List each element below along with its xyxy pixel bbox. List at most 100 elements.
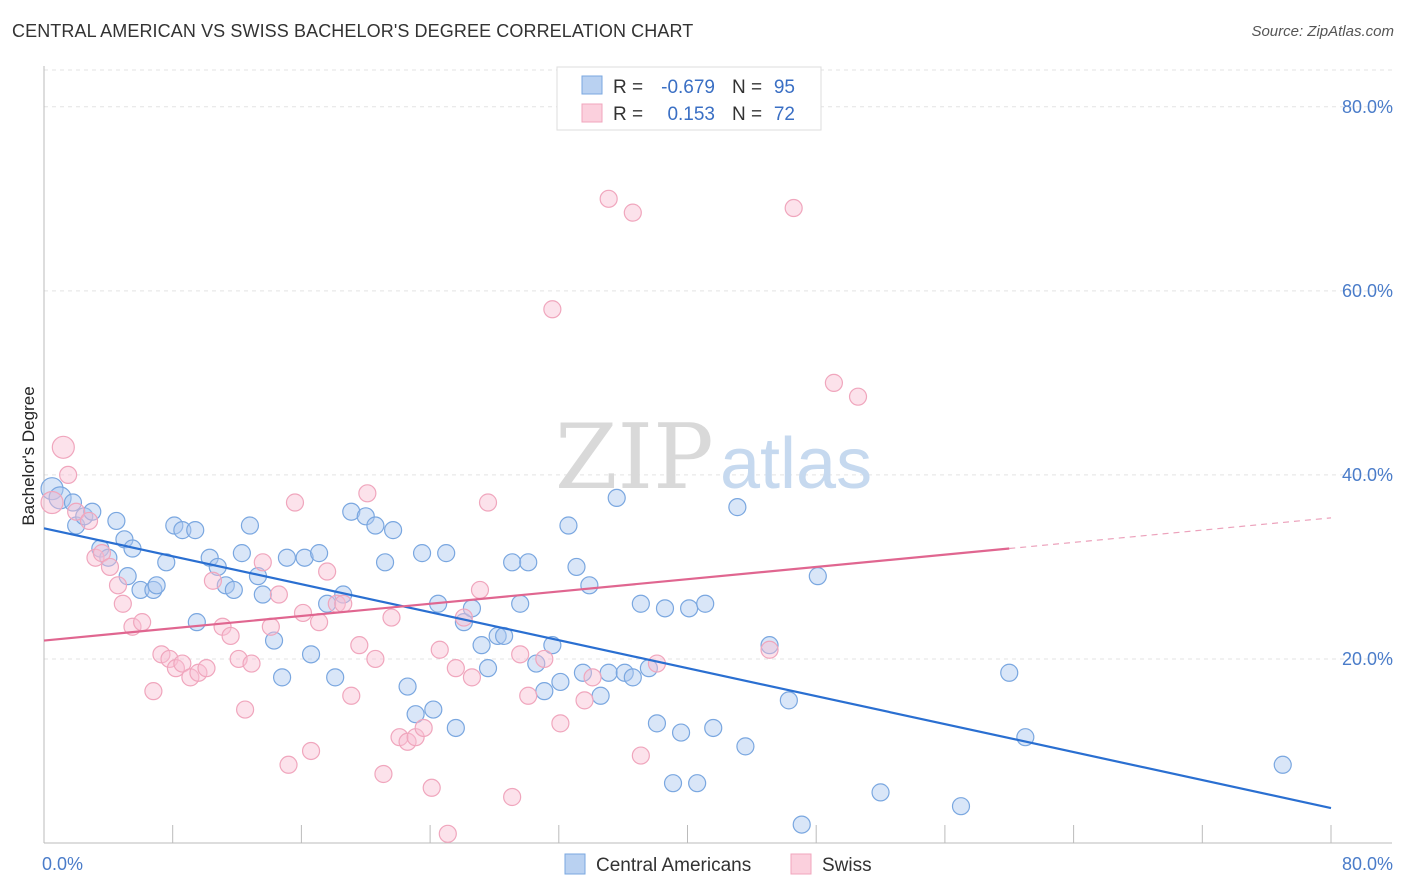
point-swiss-61 bbox=[575, 691, 594, 710]
point-central-americans-14 bbox=[147, 576, 166, 595]
point-swiss-0 bbox=[40, 490, 64, 515]
point-central-americans-62 bbox=[559, 516, 578, 535]
chart-source: Source: ZipAtlas.com bbox=[1251, 23, 1394, 40]
point-swiss-33 bbox=[309, 613, 329, 632]
point-central-americans-86 bbox=[808, 567, 827, 586]
point-central-americans-84 bbox=[779, 691, 798, 710]
point-central-americans-83 bbox=[760, 636, 779, 655]
point-swiss-36 bbox=[334, 594, 353, 613]
watermark-atlas: atlas bbox=[720, 424, 872, 504]
point-central-americans-88 bbox=[951, 797, 971, 816]
point-central-americans-73 bbox=[647, 714, 667, 733]
point-central-americans-77 bbox=[680, 599, 699, 618]
legend-n-label-2: N = bbox=[732, 104, 762, 125]
point-swiss-31 bbox=[293, 603, 313, 623]
point-central-americans-79 bbox=[696, 594, 715, 613]
point-central-americans-89 bbox=[1000, 663, 1019, 682]
point-swiss-37 bbox=[342, 686, 361, 705]
point-central-americans-17 bbox=[173, 521, 192, 540]
point-central-americans-30 bbox=[277, 548, 297, 567]
point-swiss-22 bbox=[221, 626, 240, 646]
point-central-americans-74 bbox=[655, 599, 675, 618]
point-central-americans-42 bbox=[398, 677, 417, 696]
point-central-americans-56 bbox=[511, 594, 530, 613]
trend-lines bbox=[43, 517, 1332, 810]
point-swiss-67 bbox=[760, 640, 779, 659]
point-swiss-1 bbox=[51, 435, 75, 459]
point-central-americans-29 bbox=[272, 668, 292, 687]
point-central-americans-25 bbox=[240, 516, 260, 535]
point-swiss-27 bbox=[261, 617, 280, 636]
watermark: ZIP atlas bbox=[555, 405, 872, 510]
point-central-americans-39 bbox=[366, 516, 385, 535]
point-central-americans-64 bbox=[573, 663, 593, 682]
point-central-americans-85 bbox=[792, 815, 811, 834]
legend-r-label-1: R = bbox=[613, 77, 643, 98]
legend-swatch-central-americans bbox=[581, 75, 603, 95]
point-swiss-24 bbox=[235, 700, 255, 719]
point-swiss-40 bbox=[366, 649, 385, 669]
point-swiss-58 bbox=[535, 649, 554, 669]
point-central-americans-61 bbox=[551, 672, 570, 692]
point-swiss-47 bbox=[422, 778, 441, 797]
legend-n-label-1: N = bbox=[732, 77, 762, 98]
y-tick-label-0: 20.0% bbox=[1342, 649, 1393, 669]
point-swiss-46 bbox=[414, 718, 433, 738]
y-tick-label-1: 40.0% bbox=[1342, 465, 1393, 485]
point-swiss-57 bbox=[519, 686, 538, 705]
point-central-americans-41 bbox=[383, 521, 403, 540]
legend-n-value-1: 95 bbox=[774, 77, 795, 98]
scatter-points bbox=[40, 189, 1292, 843]
point-central-americans-67 bbox=[599, 663, 618, 682]
point-swiss-48 bbox=[430, 640, 449, 659]
series-legend-swatch-swiss bbox=[790, 853, 812, 875]
point-swiss-32 bbox=[301, 741, 321, 761]
point-swiss-52 bbox=[462, 668, 482, 687]
point-swiss-3 bbox=[67, 502, 86, 521]
point-central-americans-27 bbox=[253, 585, 272, 604]
point-central-americans-57 bbox=[519, 553, 538, 572]
point-central-americans-80 bbox=[704, 718, 723, 738]
point-central-americans-1 bbox=[48, 486, 72, 510]
point-swiss-16 bbox=[173, 654, 192, 673]
point-central-americans-8 bbox=[107, 511, 126, 531]
point-central-americans-48 bbox=[446, 718, 465, 738]
point-central-americans-59 bbox=[535, 682, 554, 701]
point-swiss-41 bbox=[374, 764, 393, 784]
point-swiss-4 bbox=[79, 511, 99, 531]
x-tick-label-1: 80.0% bbox=[1342, 854, 1393, 874]
chart-title: CENTRAL AMERICAN VS SWISS BACHELOR'S DEG… bbox=[12, 21, 694, 41]
point-central-americans-71 bbox=[631, 594, 650, 613]
legend-r-value-2: 0.153 bbox=[667, 104, 715, 125]
point-central-americans-87 bbox=[871, 783, 890, 802]
point-central-americans-55 bbox=[503, 553, 522, 572]
point-central-americans-47 bbox=[437, 544, 456, 563]
point-swiss-7 bbox=[100, 557, 120, 577]
point-swiss-12 bbox=[144, 682, 163, 701]
point-central-americans-52 bbox=[478, 659, 498, 678]
trend-line-swiss bbox=[43, 547, 1010, 642]
point-swiss-29 bbox=[279, 755, 298, 774]
point-central-americans-24 bbox=[232, 544, 251, 563]
point-central-americans-82 bbox=[736, 737, 755, 756]
legend-swatch-swiss bbox=[581, 103, 603, 123]
point-central-americans-33 bbox=[301, 645, 321, 664]
series-legend-label-swiss: Swiss bbox=[822, 855, 872, 876]
point-central-americans-75 bbox=[663, 774, 683, 793]
point-swiss-20 bbox=[203, 571, 223, 590]
series-legend: Central Americans Swiss bbox=[564, 853, 872, 876]
point-swiss-68 bbox=[784, 198, 803, 218]
point-central-americans-11 bbox=[118, 567, 137, 586]
trend-line-extension-swiss bbox=[1009, 517, 1332, 550]
point-swiss-39 bbox=[358, 484, 377, 503]
point-swiss-56 bbox=[511, 645, 530, 664]
series-legend-swatch-central-americans bbox=[564, 853, 586, 875]
point-swiss-30 bbox=[285, 493, 305, 512]
legend-r-value-1: -0.679 bbox=[661, 77, 715, 98]
point-central-americans-81 bbox=[728, 498, 747, 517]
point-central-americans-68 bbox=[607, 488, 626, 508]
point-swiss-2 bbox=[59, 465, 78, 485]
y-axis-label: Bachelor's Degree bbox=[19, 386, 38, 525]
point-central-americans-78 bbox=[688, 774, 707, 793]
